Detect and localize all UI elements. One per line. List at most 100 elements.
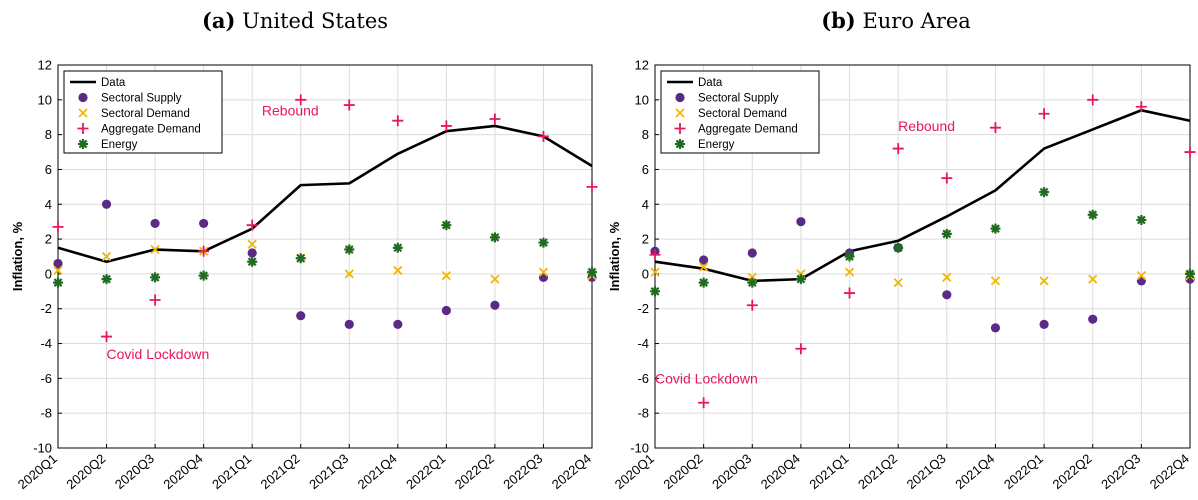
panel-b-aggregate-demand-point [1087, 94, 1099, 106]
panel-a-annotation: Covid Lockdown [107, 346, 210, 362]
panel-b-xtick-label: 2022Q3 [1098, 451, 1143, 492]
panel-a-energy-point [150, 272, 161, 283]
panel-a-ytick-label: 8 [45, 127, 52, 142]
panel-b-legend-aggregate-demand-swatch [674, 123, 686, 134]
panel-a-aggregate-demand-point [101, 331, 113, 343]
panel-a-ytick-label: 2 [45, 232, 52, 247]
panel-a-energy-point [441, 220, 452, 231]
panel-a-sectoral-demand-point [344, 269, 354, 279]
panel-a-legend-aggregate-demand-label: Aggregate Demand [101, 124, 201, 136]
panel-b-aggregate-demand-point [1184, 146, 1196, 158]
panel-b-energy-point [893, 242, 904, 253]
panel-b-legend-sectoral-supply-label: Sectoral Supply [698, 93, 779, 105]
panel-b-sectoral-supply-point [699, 255, 709, 265]
panel-b-energy-point [795, 274, 806, 285]
panel-a-ytick-label: -10 [33, 441, 52, 456]
panel-a-aggregate-demand-point [392, 115, 404, 127]
panel-b-sectoral-demand-point [893, 277, 903, 288]
panel-b-xtick-label: 2020Q2 [660, 451, 705, 492]
panel-a-title-text: United States [242, 9, 389, 33]
panel-b-xtick-label: 2022Q4 [1147, 451, 1192, 492]
panel-a-legend-energy-label: Energy [101, 139, 138, 151]
panel-a-sectoral-supply-point [150, 218, 160, 229]
panel-a-ytick-label: 10 [38, 92, 52, 107]
panel-b-ytick-label: 2 [642, 232, 649, 247]
panel-b-sectoral-demand-point [942, 272, 952, 283]
panel-b-xtick-label: 2020Q4 [758, 451, 803, 492]
panel-a-xtick-label: 2022Q4 [549, 451, 594, 492]
panel-a-ytick-label: 6 [45, 162, 52, 177]
panel-b-sectoral-supply-point [942, 290, 952, 300]
panel-b-ytick-label: -4 [637, 336, 649, 351]
panel-b-xtick-label: 2021Q1 [806, 451, 851, 492]
panel-a-energy-point [587, 267, 597, 278]
panel-a-label: (a) [201, 8, 236, 33]
panel-a-energy-point [392, 242, 403, 253]
panel-a-energy-point [489, 232, 500, 243]
panel-b-ytick-label: -2 [637, 301, 649, 316]
panel-b-sectoral-supply-point [796, 217, 806, 227]
panel-b-legend-box [660, 70, 820, 154]
panel-a-sectoral-supply-point [344, 319, 354, 329]
panel-a-xtick-label: 2021Q2 [258, 451, 303, 492]
panel-b-ytick-label: 6 [642, 162, 649, 177]
panel-a-legend-data-label: Data [101, 77, 126, 89]
panel-a-sectoral-demand-point [247, 239, 257, 249]
panel-a-sectoral-supply-point [441, 305, 451, 316]
panel-b-title-text: Euro Area [862, 9, 971, 33]
panel-b-energy-point [1087, 209, 1098, 220]
panel-b-aggregate-demand-point [892, 143, 904, 155]
panel-b-ytick-label: 0 [642, 266, 649, 281]
panel-b-legend: Data Sectoral Supply Sectoral Demand Aggreg… [660, 70, 820, 154]
panel-b-title: (b) Euro Area [821, 8, 971, 33]
panel-a-sectoral-supply-point [490, 300, 500, 310]
panel-b-sectoral-demand-point [1136, 271, 1146, 281]
panel-a-sectoral-supply-point [247, 248, 257, 258]
panel-a-energy-point [53, 277, 63, 288]
panel-b-legend-aggregate-demand-label: Aggregate Demand [698, 124, 798, 136]
panel-b-xtick-label: 2022Q2 [1050, 451, 1095, 492]
panel-b-aggregate-demand-point [989, 122, 1001, 134]
panel-a-title: (a) United States [202, 8, 388, 33]
panel-a-ytick-label: -4 [40, 336, 52, 351]
panel-a-sectoral-demand-point [150, 244, 160, 255]
panel-a-legend-sectoral-supply-swatch [78, 92, 88, 103]
panel-a-energy-point [247, 256, 258, 267]
panel-b-aggregate-demand-point [1038, 108, 1050, 120]
panel-a-aggregate-demand-point [343, 99, 355, 111]
panel-b-ytick-label: 12 [635, 58, 649, 73]
panel-b-sectoral-supply-point [1039, 319, 1049, 329]
panel-a-sectoral-supply-point [53, 258, 63, 269]
panel-a-sectoral-supply-point [101, 199, 112, 209]
panel-a-ytick-label: -8 [40, 406, 52, 421]
panel-b-sectoral-demand-point [990, 276, 1001, 286]
panel-b-xtick-label: 2021Q2 [855, 451, 900, 492]
panel-b-energy-point [990, 223, 1001, 234]
panel-b-ytick-label: -6 [637, 371, 649, 386]
panel-a-sectoral-demand-point [101, 251, 112, 262]
panel-b-energy-point [844, 251, 855, 262]
panel-a-xtick-label: 2022Q2 [452, 451, 497, 492]
panel-b-xtick-label: 2020Q1 [612, 451, 657, 492]
panel-b-xtick-label: 2021Q4 [952, 451, 997, 492]
panel-b-sectoral-supply-point [747, 248, 757, 258]
panel-a-y-axis-label: Inflation, % [10, 221, 25, 291]
panel-a-sectoral-demand-point [490, 274, 500, 284]
panel-b-y-axis-label: Inflation, % [607, 221, 622, 291]
panel-a-legend-aggregate-demand-swatch [77, 123, 89, 134]
panel-b-sectoral-demand-point [844, 267, 855, 277]
panel-b-ytick-label: -8 [637, 406, 649, 421]
panel-a-xtick-label: 2022Q1 [403, 451, 448, 492]
panel-a-xtick-label: 2021Q1 [209, 451, 254, 492]
panel-b-energy-point [1185, 268, 1195, 279]
panel-b-aggregate-demand-point [1135, 101, 1147, 113]
panel-a-sectoral-supply-point [199, 218, 209, 229]
panel-a-aggregate-demand-point [246, 219, 258, 231]
panel-a-xtick-label: 2020Q4 [160, 451, 205, 492]
panel-a-aggregate-demand-point [537, 130, 549, 142]
panel-b-sectoral-demand-point [650, 267, 660, 277]
panel-b-xtick-label: 2022Q1 [1001, 451, 1046, 492]
panel-b-annotation: Covid Lockdown [655, 371, 758, 387]
